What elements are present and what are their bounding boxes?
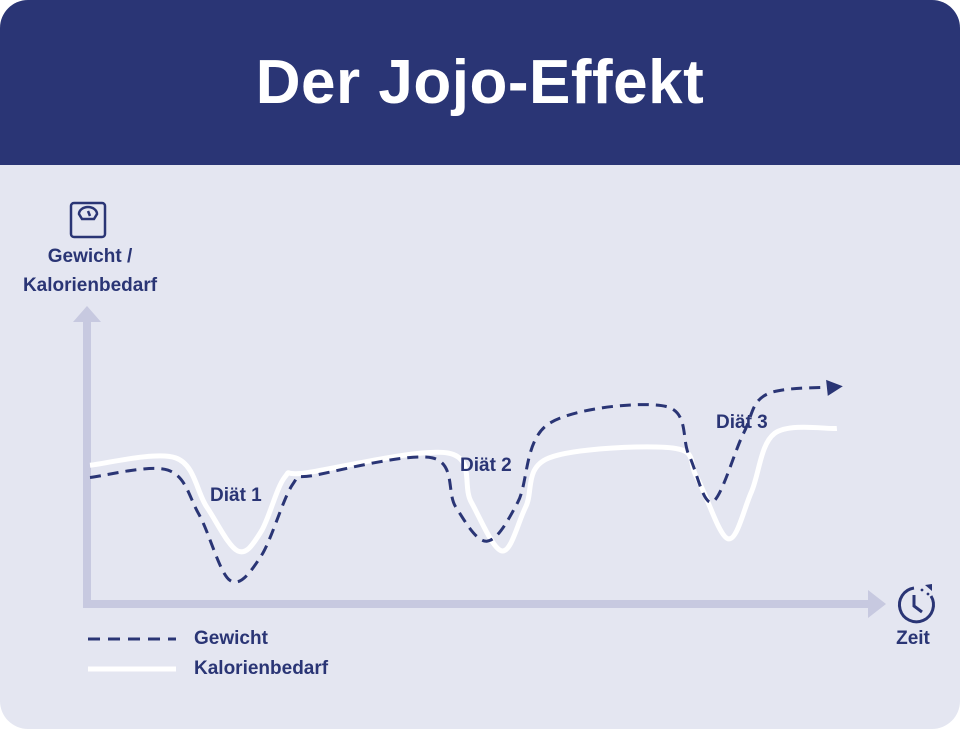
legend-label-gewicht: Gewicht: [194, 628, 268, 649]
annotation-diaet-2: Diät 2: [460, 455, 512, 476]
series-arrowhead-gewicht: [826, 379, 843, 396]
x-axis-label: Zeit: [896, 628, 930, 649]
legend-swatch-dashed: [88, 637, 176, 641]
legend-item-gewicht: Gewicht: [86, 626, 268, 652]
legend-swatch-solid: [88, 666, 176, 672]
y-axis-label: Gewicht / Kalorienbedarf: [10, 242, 170, 300]
x-axis-arrow: [868, 590, 886, 618]
header-banner: Der Jojo-Effekt: [0, 0, 960, 165]
axes: [73, 306, 886, 618]
legend-item-kalorienbedarf: Kalorienbedarf: [86, 656, 328, 682]
clock-icon: [897, 584, 935, 624]
y-axis-label-line1: Gewicht /: [47, 246, 133, 267]
scale-icon: [69, 201, 107, 239]
page-title: Der Jojo-Effekt: [255, 48, 705, 117]
y-axis-arrow: [73, 306, 101, 322]
y-axis-label-line2: Kalorienbedarf: [22, 275, 158, 296]
annotation-diaet-3: Diät 3: [716, 412, 768, 433]
series-line-kalorienbedarf: [89, 424, 838, 555]
annotation-diaet-1: Diät 1: [210, 485, 262, 506]
series-line-gewicht: [89, 385, 838, 584]
legend-label-kalorienbedarf: Kalorienbedarf: [194, 658, 329, 679]
